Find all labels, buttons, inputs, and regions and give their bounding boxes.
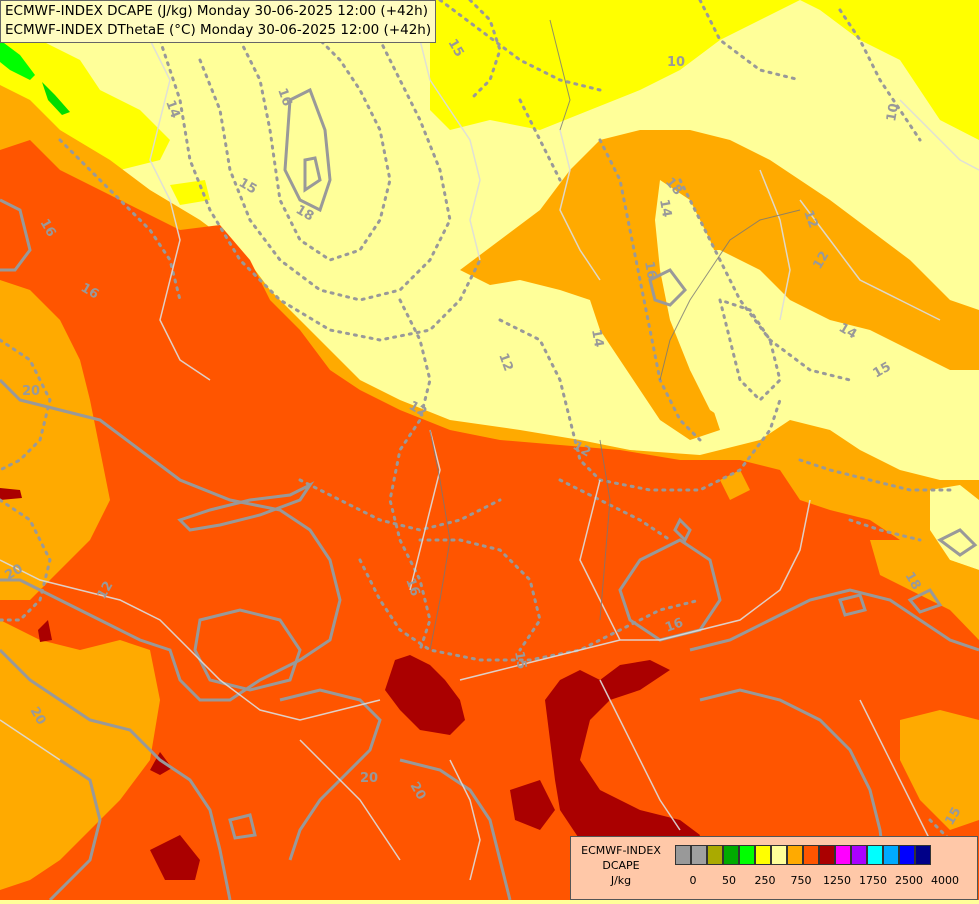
legend-title-variable: DCAPE [602, 859, 640, 872]
legend-color-swatch [899, 845, 915, 865]
title-dthetae: ECMWF-INDEX DThetaE (°C) Monday 30-06-20… [5, 22, 432, 38]
legend-tick-label: 250 [754, 874, 776, 887]
legend-tick-label: 2500 [895, 874, 923, 887]
dcape-field-yellow-topleft [0, 40, 170, 170]
legend-color-swatch [771, 845, 787, 865]
contour-label: 16 [663, 615, 685, 635]
map-title-box: ECMWF-INDEX DCAPE (J/kg) Monday 30-06-20… [0, 0, 437, 43]
legend-color-swatch [755, 845, 771, 865]
dcape-field-orange-ne [460, 130, 979, 440]
dcape-field-orange-se [900, 710, 979, 830]
legend-title-model: ECMWF-INDEX [581, 844, 661, 857]
legend-color-swatch [835, 845, 851, 865]
legend-title-unit: J/kg [610, 874, 632, 887]
legend-tick-label: 1250 [823, 874, 851, 887]
legend-color-swatch [739, 845, 755, 865]
legend-color-swatch [867, 845, 883, 865]
legend-color-swatch [707, 845, 723, 865]
dcape-field-darkred-1 [385, 655, 465, 735]
legend-tick-label: 50 [722, 874, 736, 887]
contour-label: 10 [667, 55, 685, 70]
contour-label: 16 [402, 576, 422, 598]
title-dcape: ECMWF-INDEX DCAPE (J/kg) Monday 30-06-20… [5, 3, 429, 19]
legend-color-swatch [787, 845, 803, 865]
dcape-field-green [0, 40, 35, 80]
country-borders [0, 0, 979, 881]
contour-label: 10 [884, 102, 902, 122]
dcape-field-pale-ne-inner [655, 180, 790, 430]
legend-tick-label: 0 [689, 874, 697, 887]
dcape-field-orange-e [870, 540, 979, 640]
legend-color-swatch [819, 845, 835, 865]
dcape-field-darkred-2 [545, 660, 700, 870]
dcape-field-orange-small1 [720, 470, 750, 500]
dcape-field-pale-east [860, 360, 979, 480]
legend-color-swatch [851, 845, 867, 865]
legend-color-swatch [723, 845, 739, 865]
contour-label: 12 [495, 351, 515, 373]
contour-label: 16 [641, 260, 659, 280]
legend-color-swatch [675, 845, 691, 865]
legend-color-swatch [915, 845, 931, 865]
color-legend: ECMWF-INDEX DCAPE J/kg 0 50 250 750 1250 1750… [570, 836, 978, 900]
contour-label: 12 [800, 208, 820, 230]
legend-color-swatch [803, 845, 819, 865]
contour-label: 20 [22, 384, 40, 399]
dcape-field-darkred-6 [0, 488, 22, 500]
dcape-field-darkred-5 [150, 752, 172, 775]
contour-label: 14 [162, 98, 182, 120]
dcape-field-darkred-4 [150, 835, 200, 880]
dcape-field-deep-orange [0, 140, 979, 900]
legend-tick-label: 1750 [859, 874, 887, 887]
legend-color-bar [675, 845, 931, 865]
legend-color-swatch [691, 845, 707, 865]
dcape-field-darkred-7 [38, 620, 52, 642]
legend-title: ECMWF-INDEX DCAPE J/kg [573, 843, 669, 888]
contour-label: 15 [511, 650, 529, 670]
contour-label: 14 [588, 328, 606, 348]
contour-label: 20 [360, 771, 378, 786]
dthetae-dotted-contours [0, 0, 972, 862]
dcape-field-green2 [42, 82, 70, 115]
dcape-field-yellow-top [430, 0, 979, 140]
contour-label: 16 [274, 86, 294, 108]
legend-tick-labels: 0 50 250 750 1250 1750 2500 4000 [675, 874, 975, 888]
dcape-field-darkred-3 [510, 780, 555, 830]
legend-color-swatch [883, 845, 899, 865]
legend-tick-label: 750 [790, 874, 812, 887]
rivers [429, 19, 801, 651]
contour-label: 14 [656, 198, 674, 218]
legend-tick-label: 4000 [931, 874, 959, 887]
